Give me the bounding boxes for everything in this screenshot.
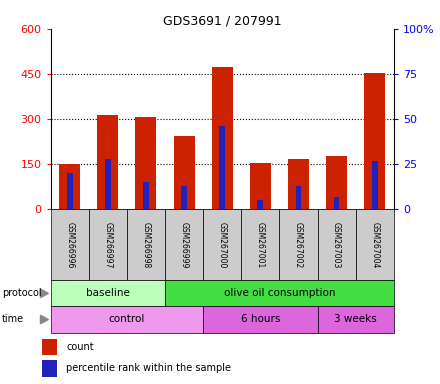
Bar xyxy=(181,186,187,209)
Text: GSM266997: GSM266997 xyxy=(103,222,112,268)
Bar xyxy=(165,209,203,280)
Text: baseline: baseline xyxy=(86,288,130,298)
Text: control: control xyxy=(109,314,145,324)
Bar xyxy=(42,339,57,356)
Text: GSM267000: GSM267000 xyxy=(218,222,227,268)
Text: protocol: protocol xyxy=(2,288,42,298)
Text: GSM266999: GSM266999 xyxy=(180,222,189,268)
Bar xyxy=(165,280,394,306)
Bar xyxy=(318,209,356,280)
Title: GDS3691 / 207991: GDS3691 / 207991 xyxy=(163,15,282,28)
Bar xyxy=(250,163,271,209)
Bar xyxy=(42,361,57,376)
Bar xyxy=(372,161,378,209)
Bar xyxy=(279,209,318,280)
Bar xyxy=(241,209,279,280)
Text: GSM266996: GSM266996 xyxy=(65,222,74,268)
Bar xyxy=(334,197,340,209)
Bar xyxy=(59,164,80,209)
Bar xyxy=(89,209,127,280)
Bar xyxy=(364,73,385,209)
Text: GSM266998: GSM266998 xyxy=(141,222,150,268)
Text: count: count xyxy=(66,343,94,353)
Bar xyxy=(51,306,203,333)
Text: 3 weeks: 3 weeks xyxy=(334,314,377,324)
Bar xyxy=(356,209,394,280)
Text: GSM267002: GSM267002 xyxy=(294,222,303,268)
Bar xyxy=(127,209,165,280)
Bar xyxy=(288,159,309,209)
Bar xyxy=(105,159,111,209)
Bar xyxy=(219,126,225,209)
Bar xyxy=(51,209,89,280)
Text: percentile rank within the sample: percentile rank within the sample xyxy=(66,364,231,374)
Text: olive oil consumption: olive oil consumption xyxy=(224,288,335,298)
Bar xyxy=(143,182,149,209)
Text: time: time xyxy=(2,314,24,324)
Bar xyxy=(174,136,194,209)
Bar xyxy=(203,209,241,280)
Bar xyxy=(326,156,347,209)
Bar xyxy=(257,200,263,209)
Bar xyxy=(203,306,318,333)
Bar xyxy=(318,306,394,333)
Bar xyxy=(67,173,73,209)
Text: GSM267004: GSM267004 xyxy=(370,222,379,268)
Bar xyxy=(296,186,301,209)
Bar xyxy=(97,116,118,209)
Bar xyxy=(51,280,165,306)
Bar xyxy=(212,67,233,209)
Text: GSM267001: GSM267001 xyxy=(256,222,265,268)
Text: 6 hours: 6 hours xyxy=(241,314,280,324)
Text: GSM267003: GSM267003 xyxy=(332,222,341,268)
Bar xyxy=(136,117,157,209)
